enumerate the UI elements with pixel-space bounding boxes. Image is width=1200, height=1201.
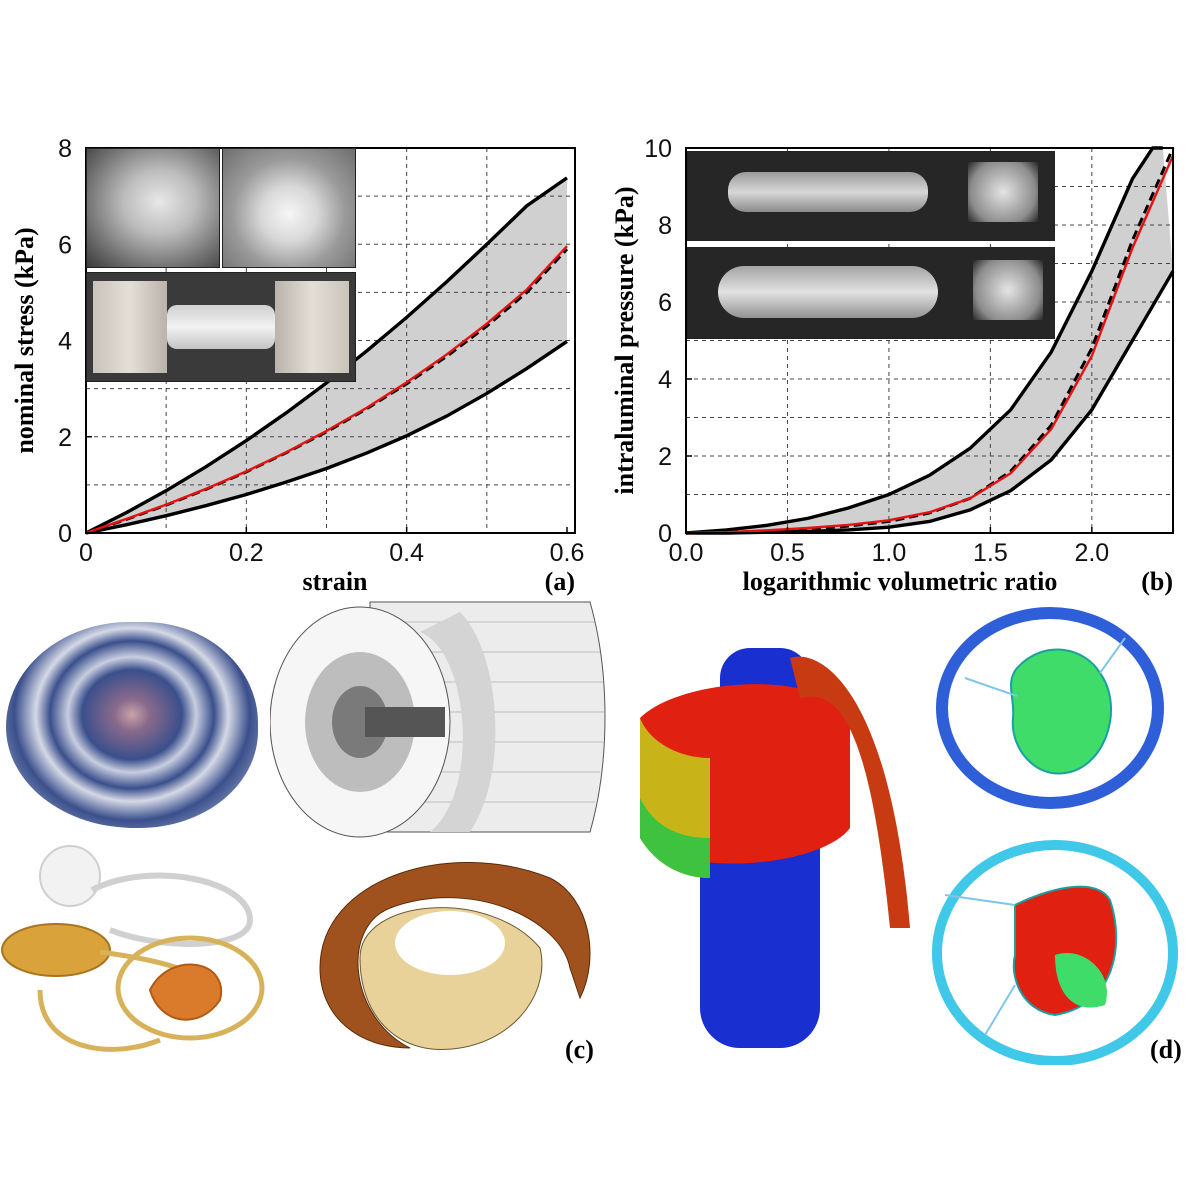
fe-ring-contour-top — [936, 607, 1164, 809]
tissue-sample-photo — [222, 148, 356, 268]
cuff-mesh-model — [319, 861, 591, 1050]
x-tick-label: 0.2 — [229, 539, 264, 567]
x-tick-label: 0.5 — [770, 539, 805, 567]
x-tick-label: 2.0 — [1074, 539, 1109, 567]
sphincter-device-image — [1, 845, 265, 1052]
fe-cuff-contour-model — [640, 648, 910, 1048]
panel-label-c: (c) — [565, 1035, 594, 1064]
urethra-mesh-model — [270, 601, 606, 838]
panel-label-d: (d) — [1150, 1035, 1182, 1064]
inflation-test-photo-inflated — [687, 247, 1055, 339]
x-tick-label: 1.0 — [872, 539, 907, 567]
series-upper-line — [85, 176, 568, 535]
confidence-band — [686, 148, 1173, 533]
y-tick-label: 2 — [658, 443, 672, 471]
y-tick-label: 4 — [658, 366, 672, 394]
x-tick-label: 0.0 — [669, 539, 704, 567]
x-tick-label: 0.4 — [389, 539, 424, 567]
y-tick-label: 0 — [658, 520, 672, 548]
y-tick-label: 4 — [58, 328, 72, 356]
y-tick-label: 8 — [658, 212, 672, 240]
series-upper-line — [685, 146, 1163, 535]
histology-cross-section-image — [6, 622, 258, 828]
x-tick-label: 0.6 — [550, 539, 585, 567]
panel-label: (b) — [1141, 567, 1173, 596]
fe-ring-contour-bottom — [932, 840, 1178, 1065]
series-model-line — [85, 245, 568, 535]
x-axis-title: strain — [303, 567, 369, 596]
y-tick-label: 10 — [644, 135, 672, 163]
x-tick-label: 1.5 — [973, 539, 1008, 567]
y-tick-label: 2 — [58, 424, 72, 452]
y-axis-title: intraluminal pressure (kPa) — [610, 186, 639, 494]
y-tick-label: 6 — [58, 231, 72, 259]
y-tick-label: 0 — [58, 520, 72, 548]
x-tick-label: 0 — [79, 539, 93, 567]
tensile-specimen-photo — [86, 272, 356, 382]
y-axis-title: nominal stress (kPa) — [10, 227, 39, 453]
y-tick-label: 6 — [658, 289, 672, 317]
plot-frame — [685, 147, 1174, 534]
x-axis-title: logarithmic volumetric ratio — [743, 567, 1058, 596]
y-tick-label: 8 — [58, 135, 72, 163]
panel-label: (a) — [545, 567, 575, 596]
inflation-test-photo-deflated — [687, 151, 1055, 241]
urethra-dissection-photo — [86, 148, 220, 268]
series-model-line — [685, 155, 1175, 535]
series-lower-line — [85, 340, 568, 535]
